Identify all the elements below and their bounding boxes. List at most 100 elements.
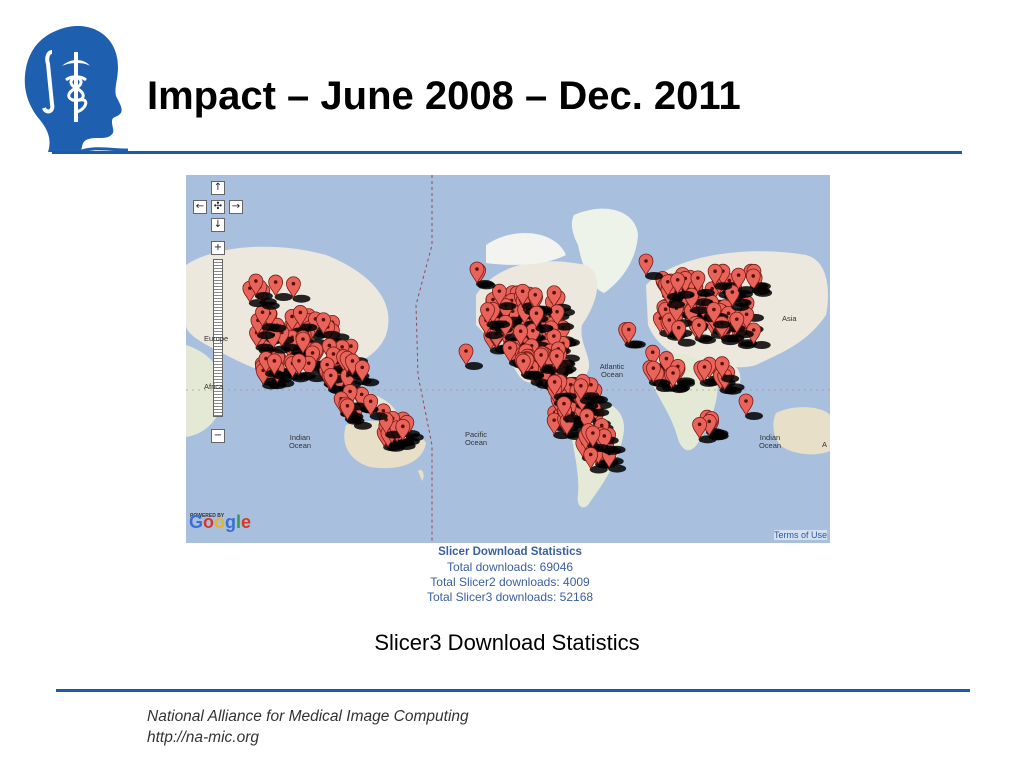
- map-marker[interactable]: [621, 322, 637, 345]
- download-map[interactable]: ↑ ← ✣ → ↓ + − Europe Africa Indian Ocean…: [186, 175, 830, 543]
- marker-shadow: [369, 412, 388, 421]
- footer-url[interactable]: http://na-mic.org: [147, 729, 259, 746]
- marker-dot: [736, 273, 741, 277]
- map-marker[interactable]: [323, 367, 339, 391]
- marker-dot: [697, 323, 701, 327]
- map-marker[interactable]: [458, 343, 474, 366]
- pan-down-button[interactable]: ↓: [211, 218, 225, 232]
- map-marker[interactable]: [585, 425, 601, 448]
- map-marker[interactable]: [645, 360, 661, 384]
- marker-dot: [552, 380, 557, 384]
- map-marker[interactable]: [316, 312, 331, 335]
- marker-shadow: [676, 290, 695, 299]
- footer-divider: [56, 689, 970, 692]
- map-marker[interactable]: [549, 304, 565, 327]
- map-marker[interactable]: [670, 272, 686, 295]
- map-marker[interactable]: [692, 416, 707, 440]
- marker-dot: [297, 359, 301, 363]
- map-marker[interactable]: [502, 340, 518, 363]
- map-marker[interactable]: [549, 348, 565, 371]
- pan-left-button[interactable]: ←: [193, 200, 207, 214]
- marker-shadow: [579, 396, 598, 405]
- map-marker[interactable]: [706, 302, 722, 325]
- map-marker[interactable]: [469, 261, 485, 284]
- marker-dot: [589, 382, 593, 387]
- map-marker[interactable]: [691, 317, 707, 340]
- marker-shadow: [645, 272, 663, 280]
- map-marker[interactable]: [731, 267, 746, 291]
- map-marker[interactable]: [340, 398, 355, 421]
- map-marker[interactable]: [729, 311, 745, 335]
- map-marker[interactable]: [291, 353, 307, 376]
- map-marker[interactable]: [583, 447, 599, 470]
- map-marker[interactable]: [268, 274, 284, 297]
- pan-right-button[interactable]: →: [229, 200, 243, 214]
- map-marker[interactable]: [546, 285, 562, 308]
- marker-dot: [726, 311, 731, 316]
- map-marker[interactable]: [513, 323, 528, 347]
- map-marker[interactable]: [707, 263, 723, 287]
- map-marker[interactable]: [724, 284, 740, 307]
- map-marker[interactable]: [295, 331, 311, 355]
- map-marker[interactable]: [527, 287, 543, 310]
- map-marker[interactable]: [714, 356, 730, 379]
- zoom-in-button[interactable]: +: [211, 241, 225, 255]
- map-marker[interactable]: [363, 393, 379, 417]
- map-marker[interactable]: [395, 418, 411, 442]
- map-marker[interactable]: [665, 365, 681, 388]
- pan-center-button[interactable]: ✣: [211, 200, 225, 214]
- marker-dot: [291, 281, 296, 286]
- label-indian-ocean-left: Indian Ocean: [288, 433, 312, 450]
- map-marker[interactable]: [491, 283, 507, 307]
- marker-shadow: [690, 306, 709, 315]
- marker-dot: [650, 350, 655, 355]
- map-marker[interactable]: [697, 359, 712, 382]
- marker-shadow: [322, 330, 341, 339]
- map-marker[interactable]: [547, 374, 563, 397]
- map-marker[interactable]: [579, 408, 595, 431]
- map-marker[interactable]: [738, 393, 754, 416]
- marker-dot: [730, 290, 735, 294]
- map-marker[interactable]: [596, 428, 612, 451]
- marker-shadow: [535, 324, 554, 333]
- marker-dot: [485, 307, 490, 312]
- map-marker[interactable]: [638, 253, 654, 276]
- map-marker[interactable]: [480, 302, 495, 325]
- label-edge-a: A: [822, 440, 828, 449]
- map-marker[interactable]: [533, 347, 549, 370]
- zoom-slider[interactable]: [213, 259, 223, 417]
- map-marker[interactable]: [248, 273, 264, 296]
- map-marker[interactable]: [690, 270, 706, 293]
- marker-shadow: [652, 379, 671, 388]
- marker-dot: [552, 290, 556, 295]
- map-marker[interactable]: [645, 344, 661, 368]
- marker-shadow: [256, 331, 275, 340]
- map-marker[interactable]: [556, 396, 572, 419]
- google-logo[interactable]: Google: [189, 512, 252, 532]
- map-marker[interactable]: [515, 353, 531, 376]
- map-marker[interactable]: [292, 305, 308, 328]
- marker-dot: [665, 279, 670, 284]
- marker-dot: [585, 413, 589, 418]
- map-marker[interactable]: [286, 276, 301, 299]
- marker-dot: [644, 259, 648, 263]
- stats-heading: Slicer Download Statistics: [438, 546, 582, 558]
- map-marker[interactable]: [515, 283, 531, 307]
- marker-dot: [310, 351, 315, 355]
- map-marker[interactable]: [529, 305, 544, 329]
- map-marker[interactable]: [354, 360, 370, 383]
- marker-shadow: [485, 331, 504, 340]
- marker-dot: [602, 434, 607, 438]
- marker-dot: [491, 297, 495, 302]
- pan-up-button[interactable]: ↑: [211, 181, 225, 195]
- slide-title: Impact – June 2008 – Dec. 2011: [147, 74, 741, 118]
- map-marker[interactable]: [573, 378, 589, 401]
- map-marker[interactable]: [266, 353, 282, 376]
- terms-of-use-link[interactable]: Terms of Use: [773, 530, 827, 540]
- label-asia: Asia: [782, 314, 797, 323]
- map-marker[interactable]: [745, 268, 761, 291]
- marker-dot: [325, 362, 329, 367]
- zoom-out-button[interactable]: −: [211, 429, 225, 443]
- marker-shadow: [254, 292, 273, 301]
- map-marker[interactable]: [671, 320, 687, 343]
